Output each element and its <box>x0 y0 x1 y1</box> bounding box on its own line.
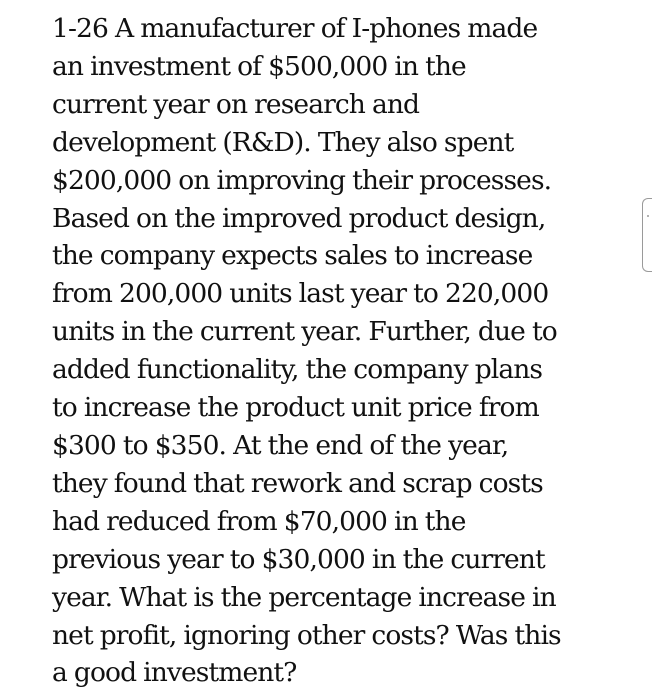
problem-line: an investment of $500,000 in the <box>52 50 467 82</box>
problem-line: development (R&D). They also spent <box>52 126 514 158</box>
problem-line: the company expects sales to increase <box>52 240 533 272</box>
problem-line: from 200,000 units last year to 220,000 <box>52 278 549 310</box>
problem-line: net profit, ignoring other costs? Was th… <box>52 619 562 651</box>
problem-line: a good investment? <box>52 657 297 689</box>
problem-line: they found that rework and scrap costs <box>52 467 544 499</box>
problem-line: $300 to $350. At the end of the year, <box>52 429 509 461</box>
partial-bracket-shape <box>642 198 652 272</box>
bracket-dot <box>647 215 649 217</box>
problem-line: to increase the product unit price from <box>52 392 540 424</box>
problem-line: year. What is the percentage increase in <box>52 581 557 613</box>
problem-line: previous year to $30,000 in the current <box>52 543 546 575</box>
problem-line: Based on the improved product design, <box>52 202 546 234</box>
problem-text: 1-26 A manufacturer of I-phones made an … <box>52 10 642 692</box>
problem-line: current year on research and <box>52 88 420 120</box>
problem-line: had reduced from $70,000 in the <box>52 505 466 537</box>
problem-line: $200,000 on improving their processes. <box>52 164 552 196</box>
problem-line: added functionality, the company plans <box>52 354 543 386</box>
problem-line: 1-26 A manufacturer of I-phones made <box>52 13 538 44</box>
problem-line: units in the current year. Further, due … <box>52 316 558 348</box>
